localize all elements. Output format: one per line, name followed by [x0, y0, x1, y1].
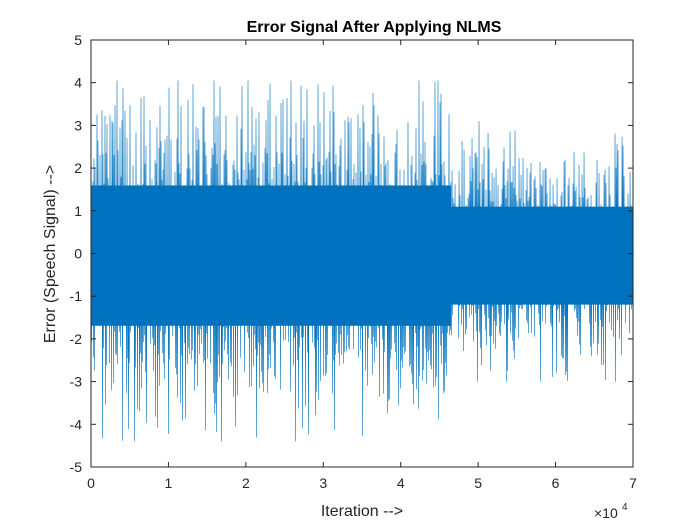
x-tick-label: 4 — [397, 475, 405, 491]
y-tick-label: 4 — [74, 75, 82, 91]
y-tick-label: 0 — [74, 246, 82, 262]
y-tick-label: -2 — [70, 331, 83, 347]
y-axis-label: Error (Speech Signal) --> — [42, 165, 59, 343]
x-tick-label: 2 — [242, 475, 250, 491]
x-tick-label: 3 — [319, 475, 327, 491]
y-tick-label: -3 — [70, 374, 83, 390]
x-tick-label: 7 — [629, 475, 637, 491]
x-tick-label: 5 — [474, 475, 482, 491]
y-tick-label: 2 — [74, 160, 82, 176]
axis-ticks — [90, 39, 634, 468]
chart-title: Error Signal After Applying NLMS — [247, 19, 502, 36]
y-tick-label: 1 — [74, 203, 82, 219]
y-tick-label: 5 — [74, 32, 82, 48]
y-tick-label: -1 — [70, 288, 83, 304]
x-tick-label: 0 — [87, 475, 95, 491]
y-tick-label: 3 — [74, 117, 82, 133]
x-tick-label: 1 — [165, 475, 173, 491]
x-axis-exponent-power: 4 — [622, 502, 628, 513]
error-signal-series — [90, 80, 633, 442]
x-tick-label: 6 — [552, 475, 560, 491]
y-tick-label: -4 — [70, 416, 83, 432]
signal-trace-2 — [450, 121, 633, 382]
x-axis-label: Iteration --> — [321, 503, 403, 520]
y-tick-label: -5 — [70, 459, 83, 475]
tick-labels: 0 1 2 3 4 5 6 7 5 4 3 2 1 0 -1 -2 -3 -4 -5 — [70, 32, 638, 491]
signal-trace-1 — [90, 80, 452, 442]
x-axis-exponent-base: ×10 — [594, 505, 618, 521]
